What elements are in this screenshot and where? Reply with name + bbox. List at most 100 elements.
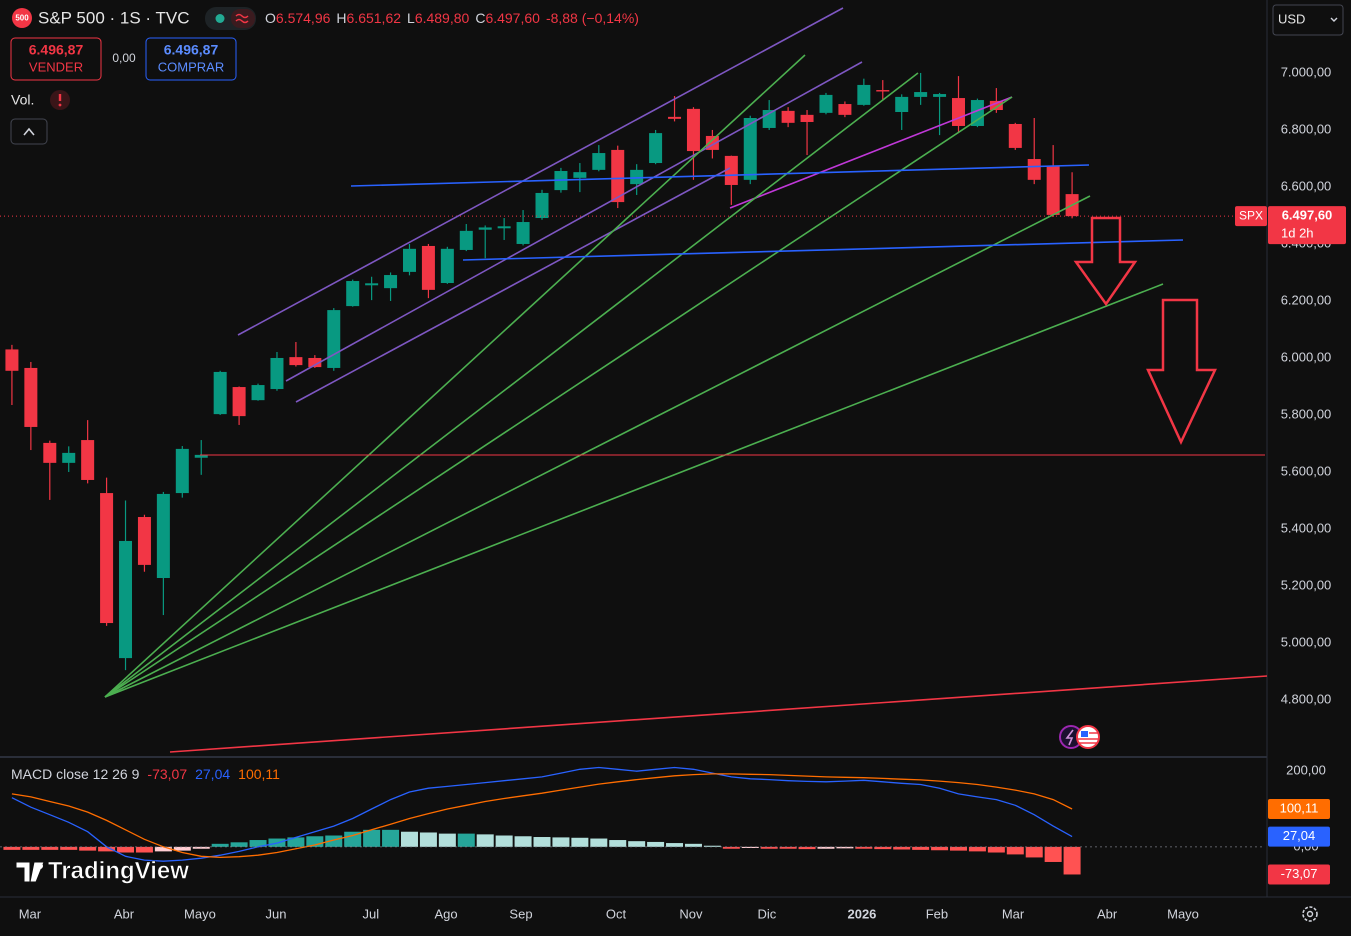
sell-price: 6.496,87 [29, 42, 84, 58]
candle-body [1008, 123, 1022, 148]
histogram-bar [514, 836, 532, 847]
collapse-chevron [23, 127, 35, 136]
histogram-bar [117, 846, 135, 853]
symbol-badge [12, 8, 32, 28]
candle-body [308, 357, 322, 368]
y-tick-label: 6.600,00 [1281, 178, 1332, 193]
macd-legend-value: 100,11 [238, 766, 280, 782]
candle-body [1027, 159, 1041, 180]
fan-line [104, 54, 806, 698]
candle-body [781, 110, 795, 123]
candle-body [251, 385, 265, 401]
macd-legend: MACD close 12 26 9 -73,07 27,04 100,11 [11, 766, 280, 782]
histogram-bar [798, 846, 816, 850]
currency-select[interactable] [1272, 4, 1344, 36]
candle-body [1046, 165, 1060, 215]
settings-button[interactable] [1302, 906, 1318, 922]
collapse-button[interactable] [10, 118, 48, 145]
candle-body [933, 94, 947, 97]
badge-text: 500 [15, 14, 29, 23]
x-tick-label: Dic [758, 906, 777, 921]
histogram-bar [79, 846, 97, 851]
histogram-bar [874, 846, 892, 850]
x-tick-label: Sep [509, 906, 532, 921]
histogram-bar [457, 833, 475, 847]
drawings [104, 7, 1268, 753]
flag-canton [1081, 731, 1088, 737]
candle-body [270, 357, 284, 390]
histogram-bar [41, 846, 59, 850]
candle-body [649, 133, 663, 164]
x-tick-label: Jun [266, 906, 287, 921]
axis-value-label: 100,11 [1280, 800, 1319, 815]
histogram-bar [552, 837, 570, 847]
price-tag-countdown: 1d 2h [1281, 226, 1314, 241]
x-tick-label: Ago [434, 906, 457, 921]
axis-value-box [1268, 798, 1330, 819]
channel-line [295, 167, 731, 403]
histogram-bar [571, 837, 589, 847]
histogram-bar [987, 846, 1005, 853]
x-tick-label: Mar [1002, 906, 1025, 921]
candle-body [800, 114, 814, 122]
fan-line [104, 283, 1164, 698]
open-label: O [265, 10, 276, 26]
candle-body [24, 367, 38, 427]
histogram-bar [495, 835, 513, 847]
histogram-bar [230, 842, 248, 847]
histogram-bar [419, 832, 437, 847]
histogram-bar [609, 840, 627, 847]
trade-buttons: 6.496,87 VENDER 0,00 6.496,87 COMPRAR [10, 37, 237, 81]
candle-body [62, 452, 76, 463]
axis-value-label: 27,04 [1283, 828, 1316, 843]
histogram-bar [382, 829, 400, 847]
candle-body [573, 172, 587, 178]
histogram-bar [363, 829, 381, 847]
change-value: -8,88 (−0,14%) [546, 10, 639, 26]
candle-body [327, 310, 341, 368]
high-value: 6.651,62 [347, 10, 402, 26]
price-tags: SPX 6.497,60 1d 2h -73,07 27,04 100,11 [1235, 206, 1346, 885]
fan-line [104, 72, 919, 698]
histogram-bar [817, 846, 835, 849]
histogram-bar [684, 843, 702, 847]
candle-body [951, 98, 965, 126]
y-tick-label: 200,00 [1286, 763, 1326, 778]
histogram-bar [306, 836, 324, 847]
y-tick-label: 5.800,00 [1281, 406, 1332, 421]
histogram-bar [533, 837, 551, 847]
histogram-bar [760, 846, 778, 849]
candles [0, 72, 1265, 671]
buy-button[interactable] [145, 37, 237, 81]
logo-mark [15, 861, 45, 883]
histogram-bar [438, 833, 456, 847]
histogram-bar [931, 846, 949, 851]
price-tag-symbol-box [1235, 206, 1267, 227]
x-tick-label: Feb [926, 906, 948, 921]
candle-body [535, 192, 549, 219]
y-tick-label: 6.800,00 [1281, 121, 1332, 136]
high-label: H [336, 10, 346, 26]
candle-body [857, 84, 871, 105]
histogram-bar [476, 834, 494, 847]
x-tick-label: Mayo [184, 906, 216, 921]
flag-stripes [1078, 732, 1098, 744]
histogram-bar [173, 846, 191, 851]
sell-button[interactable] [10, 37, 102, 81]
y-tick-label: 6.200,00 [1281, 292, 1332, 307]
axes: 4.800,00 5.000,00 5.200,00 5.400,00 5.600,00… [19, 64, 1332, 921]
histogram-bar [60, 846, 78, 850]
histogram-bar [722, 846, 740, 849]
candle-body [970, 100, 984, 126]
candle-body [156, 493, 170, 579]
arrow-down [1146, 298, 1217, 445]
axis-value-box [1268, 864, 1330, 885]
x-tick-label: 2026 [847, 906, 876, 921]
candle-body [497, 226, 511, 229]
logo: TradingView [15, 857, 190, 885]
candle-body [724, 155, 738, 185]
macd-title: MACD close 12 26 9 [11, 766, 140, 782]
candle-body [346, 281, 360, 307]
